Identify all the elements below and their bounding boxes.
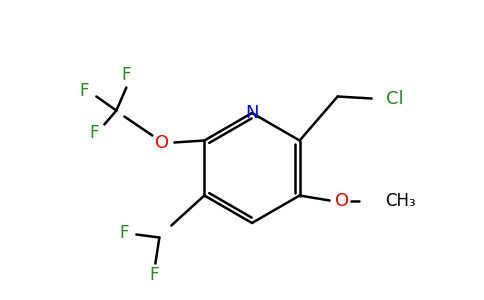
Text: F: F [80, 82, 89, 100]
Text: F: F [121, 67, 131, 85]
Text: N: N [245, 104, 259, 122]
Text: CH₃: CH₃ [385, 191, 415, 209]
Text: F: F [150, 266, 159, 284]
Text: F: F [90, 124, 99, 142]
Text: O: O [155, 134, 169, 152]
Text: Cl: Cl [386, 89, 403, 107]
Text: F: F [120, 224, 129, 242]
Text: O: O [334, 191, 348, 209]
